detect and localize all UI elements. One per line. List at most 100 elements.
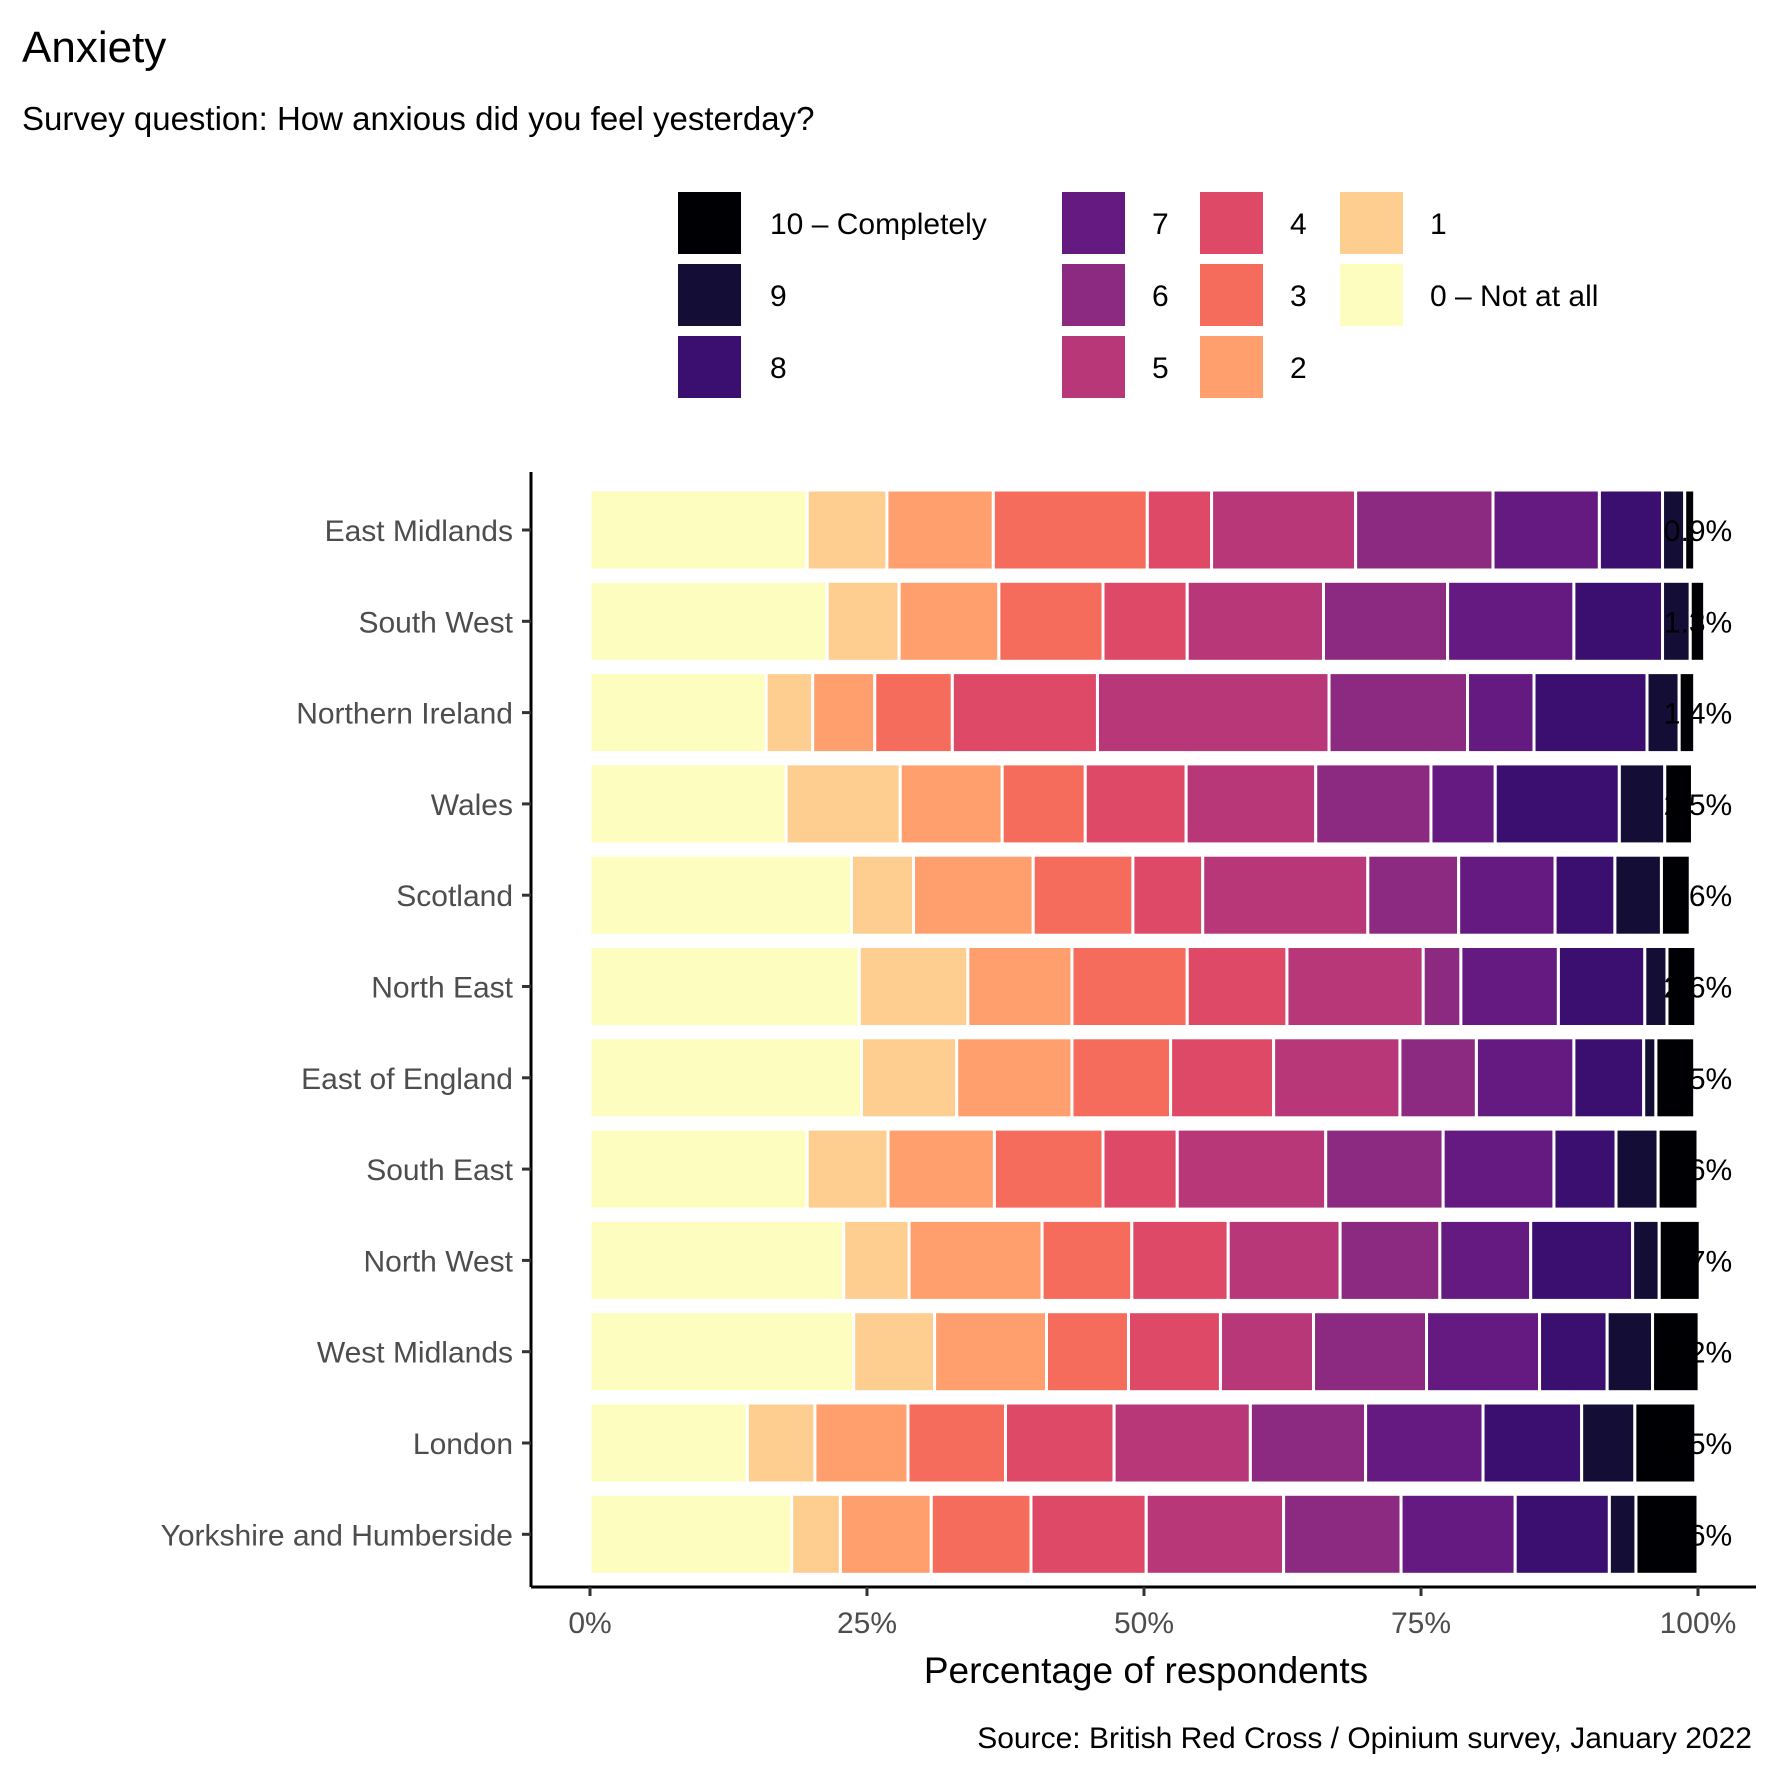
- legend-key-8: [678, 336, 741, 398]
- axes: East Midlands South West Northern Ireland W…: [161, 472, 1756, 1640]
- bar-yorkshire-and-humberside-7: [1399, 1492, 1517, 1576]
- bar-north-west-9: [1631, 1218, 1661, 1302]
- legend-key-1: [1340, 192, 1403, 254]
- bar-northern-ireland-1: [764, 671, 815, 755]
- y-tick-label-scotland: Scotland: [396, 880, 513, 913]
- bar-east-midlands-6: [1354, 488, 1495, 572]
- bar-yorkshire-and-humberside-6: [1282, 1492, 1403, 1576]
- bar-scotland-6: [1366, 853, 1461, 937]
- bar-west-midlands-10-completely: [1651, 1310, 1701, 1394]
- bar-wales-3: [1000, 762, 1087, 846]
- caption: Source: British Red Cross / Opinium surv…: [977, 1722, 1752, 1755]
- bar-yorkshire-and-humberside-8: [1513, 1492, 1611, 1576]
- bar-south-east-1: [805, 1127, 890, 1211]
- bar-scotland-4: [1131, 853, 1205, 937]
- data-label-south-west: 1.3%: [1664, 606, 1732, 639]
- y-tick-label-east-of-england: East of England: [301, 1063, 513, 1096]
- bar-northern-ireland-7: [1466, 671, 1536, 755]
- bar-east-midlands-0-not-at-all: [588, 488, 809, 572]
- data-label-east-midlands: 0.9%: [1664, 515, 1732, 548]
- bar-wales-8: [1493, 762, 1621, 846]
- bar-north-west-4: [1130, 1218, 1230, 1302]
- legend: 10 – Completely 9 8 7 6 5 4 3 2 1 0 – Not at all: [678, 192, 1598, 398]
- bar-london-8: [1481, 1401, 1584, 1485]
- data-label-scotland: 2.6%: [1664, 880, 1732, 913]
- bar-south-east-3: [992, 1127, 1105, 1211]
- bar-west-midlands-4: [1126, 1310, 1222, 1394]
- bar-south-west-4: [1101, 579, 1189, 663]
- bar-east-midlands-10-completely: [1683, 488, 1697, 572]
- bar-northern-ireland-2: [811, 671, 877, 755]
- y-tick-label-north-west: North West: [364, 1245, 514, 1278]
- bar-south-west-0-not-at-all: [588, 579, 829, 663]
- bar-northern-ireland-10-completely: [1677, 671, 1697, 755]
- bar-south-west-6: [1321, 579, 1450, 663]
- legend-key-0-not-at-all: [1340, 264, 1403, 326]
- bar-north-west-1: [842, 1218, 911, 1302]
- bar-east-of-england-9: [1642, 1036, 1658, 1120]
- bar-north-west-5: [1226, 1218, 1342, 1302]
- bar-south-east-6: [1324, 1127, 1445, 1211]
- bar-northern-ireland-0-not-at-all: [588, 671, 768, 755]
- chart-subtitle: Survey question: How anxious did you fee…: [22, 100, 814, 137]
- bar-north-east-3: [1070, 945, 1189, 1028]
- bar-scotland-7: [1457, 853, 1557, 937]
- bar-west-midlands-7: [1425, 1310, 1542, 1394]
- bar-london-1: [745, 1401, 817, 1485]
- bar-south-east-4: [1101, 1127, 1179, 1211]
- bar-north-west-7: [1438, 1218, 1533, 1302]
- data-label-north-east: 2.6%: [1664, 972, 1732, 1005]
- bar-northern-ireland-8: [1532, 671, 1649, 755]
- bar-east-of-england-0-not-at-all: [588, 1036, 863, 1120]
- y-tick-label-northern-ireland: Northern Ireland: [296, 698, 513, 731]
- bar-east-midlands-1: [805, 488, 889, 572]
- bar-yorkshire-and-humberside-3: [929, 1492, 1033, 1576]
- bar-yorkshire-and-humberside-9: [1607, 1492, 1638, 1576]
- bar-north-west-0-not-at-all: [588, 1218, 846, 1302]
- bar-north-west-6: [1338, 1218, 1442, 1302]
- bar-wales-0-not-at-all: [588, 762, 788, 846]
- bar-london-6: [1248, 1401, 1368, 1485]
- bar-south-east-7: [1441, 1127, 1556, 1211]
- bar-north-west-8: [1529, 1218, 1635, 1302]
- bar-wales-6: [1314, 762, 1433, 846]
- legend-label-8: 8: [770, 352, 787, 385]
- y-tick-label-london: London: [413, 1428, 513, 1461]
- y-tick-label-yorkshire-and-humberside: Yorkshire and Humberside: [161, 1519, 513, 1552]
- legend-label-9: 9: [770, 280, 787, 313]
- bar-scotland-5: [1201, 853, 1370, 937]
- bar-northern-ireland-4: [950, 671, 1099, 755]
- bar-south-east-5: [1175, 1127, 1328, 1211]
- legend-label-1: 1: [1430, 208, 1447, 241]
- x-tick-label-0: 0%: [568, 1607, 611, 1640]
- bar-london-4: [1004, 1401, 1116, 1485]
- bar-south-west-7: [1446, 579, 1576, 663]
- bar-south-west-3: [997, 579, 1105, 663]
- data-labels: 0.9% 1.3% 1.4% 2.5% 2.6% 2.6% 3.5% 3.6% 3.7% 4.2%…: [1664, 515, 1732, 1552]
- data-label-yorkshire-and-humberside: 5.6%: [1664, 1519, 1732, 1552]
- bar-northern-ireland-5: [1095, 671, 1331, 755]
- bar-south-west-8: [1572, 579, 1665, 663]
- bar-yorkshire-and-humberside-10-completely: [1634, 1492, 1700, 1576]
- bar-yorkshire-and-humberside-4: [1029, 1492, 1148, 1576]
- bar-east-of-england-1: [859, 1036, 959, 1120]
- bar-north-east-8: [1556, 945, 1647, 1028]
- bar-wales-7: [1429, 762, 1497, 846]
- bar-east-midlands-7: [1491, 488, 1601, 572]
- x-axis-title: Percentage of respondents: [924, 1650, 1368, 1691]
- data-label-south-east: 3.6%: [1664, 1154, 1732, 1187]
- data-label-northern-ireland: 1.4%: [1664, 698, 1732, 731]
- bar-london-10-completely: [1633, 1401, 1698, 1485]
- y-axis-ticks: East Midlands South West Northern Ireland W…: [161, 515, 531, 1552]
- bar-london-2: [813, 1401, 910, 1485]
- data-label-east-of-england: 3.5%: [1664, 1063, 1732, 1096]
- y-tick-label-south-east: South East: [366, 1154, 513, 1187]
- bar-south-east-8: [1552, 1127, 1618, 1211]
- bar-north-east-0-not-at-all: [588, 945, 861, 1028]
- bar-north-west-10-completely: [1657, 1218, 1702, 1302]
- bar-east-of-england-7: [1474, 1036, 1576, 1120]
- legend-label-0-not-at-all: 0 – Not at all: [1430, 280, 1598, 313]
- bar-south-west-9: [1661, 579, 1692, 663]
- bar-northern-ireland-3: [873, 671, 954, 755]
